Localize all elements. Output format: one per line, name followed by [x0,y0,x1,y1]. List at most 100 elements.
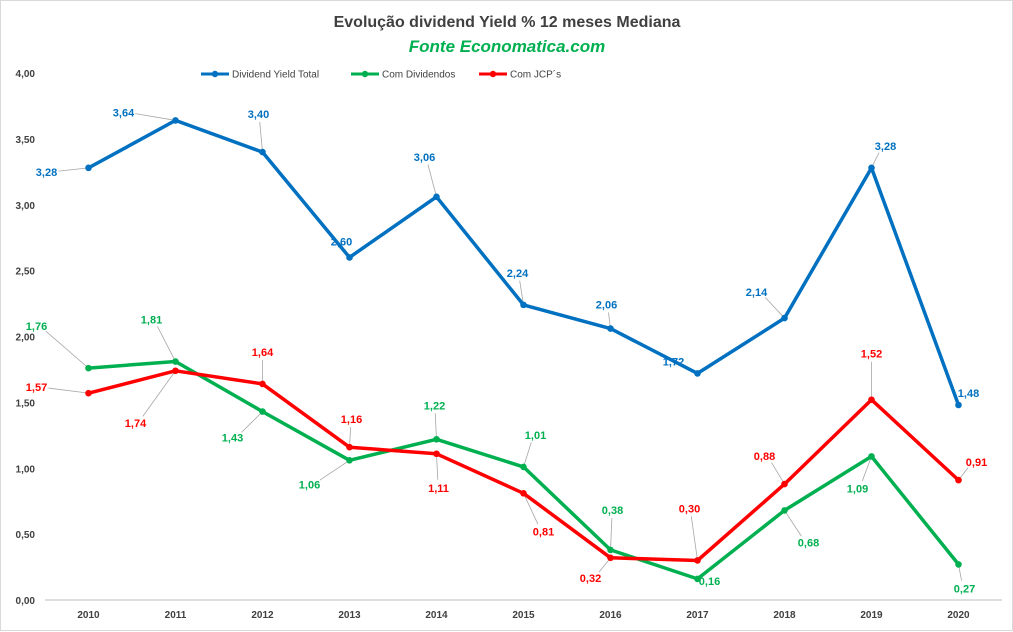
leader-line [523,442,532,468]
chart-subtitle: Fonte Economatica.com [409,37,605,56]
data-label: 3,06 [414,152,435,164]
leader-line [434,413,437,440]
leader-line [523,493,539,525]
data-label: 1,81 [141,315,162,327]
data-label: 0,32 [580,573,601,585]
data-point [955,401,962,409]
data-point [346,457,353,464]
data-point [259,380,266,388]
data-label: 0,81 [533,526,554,538]
data-label: 2,60 [331,236,352,248]
y-tick-label: 1,00 [16,464,36,475]
y-tick-label: 1,50 [16,398,36,409]
data-point [868,164,875,172]
data-label: 1,64 [252,347,274,359]
data-point [781,507,788,514]
x-tick-label: 2019 [860,610,883,621]
axes: 0,00 0,50 1,00 1,50 2,00 2,50 3,00 3,50 4,00 2010… [16,69,1002,621]
data-label: 0,38 [602,505,623,517]
legend: Dividend Yield Total Com Dividendos Com JC… [201,69,561,81]
x-tick-label: 2020 [947,610,970,621]
data-point [346,254,353,261]
data-point [868,396,875,404]
y-tick-label: 0,00 [16,596,36,607]
leader-line [58,167,89,172]
leader-line [349,427,352,448]
data-point [433,450,440,458]
y-tick-label: 0,50 [16,530,36,541]
data-point [694,557,701,564]
leader-line [610,517,613,550]
x-tick-label: 2011 [165,610,187,621]
data-label: 1,72 [663,356,684,368]
leader-line [436,453,439,480]
data-label: 3,28 [875,141,896,153]
legend-label: Com JCP´s [510,69,561,81]
x-tick-label: 2012 [251,610,274,621]
legend-marker [489,70,497,78]
data-label: 3,40 [248,109,269,121]
leader-line [861,456,872,482]
leader-line [142,370,176,417]
x-tick-label: 2018 [773,610,796,621]
data-label: 2,24 [507,268,529,280]
data-point [694,575,701,583]
data-point [85,164,92,172]
leader-line [319,460,350,481]
data-label: 3,64 [113,107,135,119]
data-label: 1,48 [958,388,979,400]
x-tick-label: 2014 [425,610,448,621]
data-label: 1,01 [525,430,546,442]
data-point [520,301,527,309]
y-tick-label: 3,50 [16,135,36,146]
x-tick-label: 2016 [599,610,622,621]
data-point [694,370,701,377]
leader-line [135,113,176,121]
data-label: 0,27 [954,583,975,595]
data-labels: 3,28 3,64 3,40 2,60 3,06 2,24 2,06 1,72 2,14 3,28… [26,107,987,595]
data-point [259,408,266,415]
data-label: 1,76 [26,321,47,333]
data-point [172,117,179,124]
leader-line [259,121,263,153]
data-label: 1,11 [428,483,449,495]
data-label: 0,16 [699,576,720,588]
leader-lines [45,113,969,581]
data-label: 1,52 [861,349,882,361]
data-label: 2,06 [596,300,617,312]
data-label: 1,22 [424,400,445,412]
data-point [607,325,614,332]
leader-line [48,387,89,394]
leader-line [771,462,785,485]
legend-marker [361,70,369,78]
x-tick-label: 2015 [512,610,535,621]
data-label: 0,91 [966,457,987,469]
x-tick-label: 2017 [686,610,709,621]
data-point [85,389,92,397]
leader-line [784,510,802,537]
y-tick-label: 2,00 [16,333,36,344]
x-tick-label: 2013 [338,610,361,621]
data-point [520,489,527,497]
leader-line [690,516,698,561]
data-point [781,480,788,488]
data-point [433,193,440,201]
data-point [955,476,962,484]
leader-line [519,280,524,305]
data-point [172,358,179,365]
leader-line [241,411,263,433]
data-point [520,463,527,471]
data-label: 1,43 [222,433,243,445]
data-point [781,314,788,322]
data-label: 1,74 [125,418,147,430]
data-point [607,546,614,554]
legend-marker [211,70,219,78]
data-point [346,443,353,451]
series-line [86,118,961,407]
legend-label: Dividend Yield Total [232,70,319,81]
x-tick-label: 2010 [77,610,100,621]
data-point [259,148,266,156]
data-label: 0,88 [754,451,775,463]
data-point [607,554,614,562]
